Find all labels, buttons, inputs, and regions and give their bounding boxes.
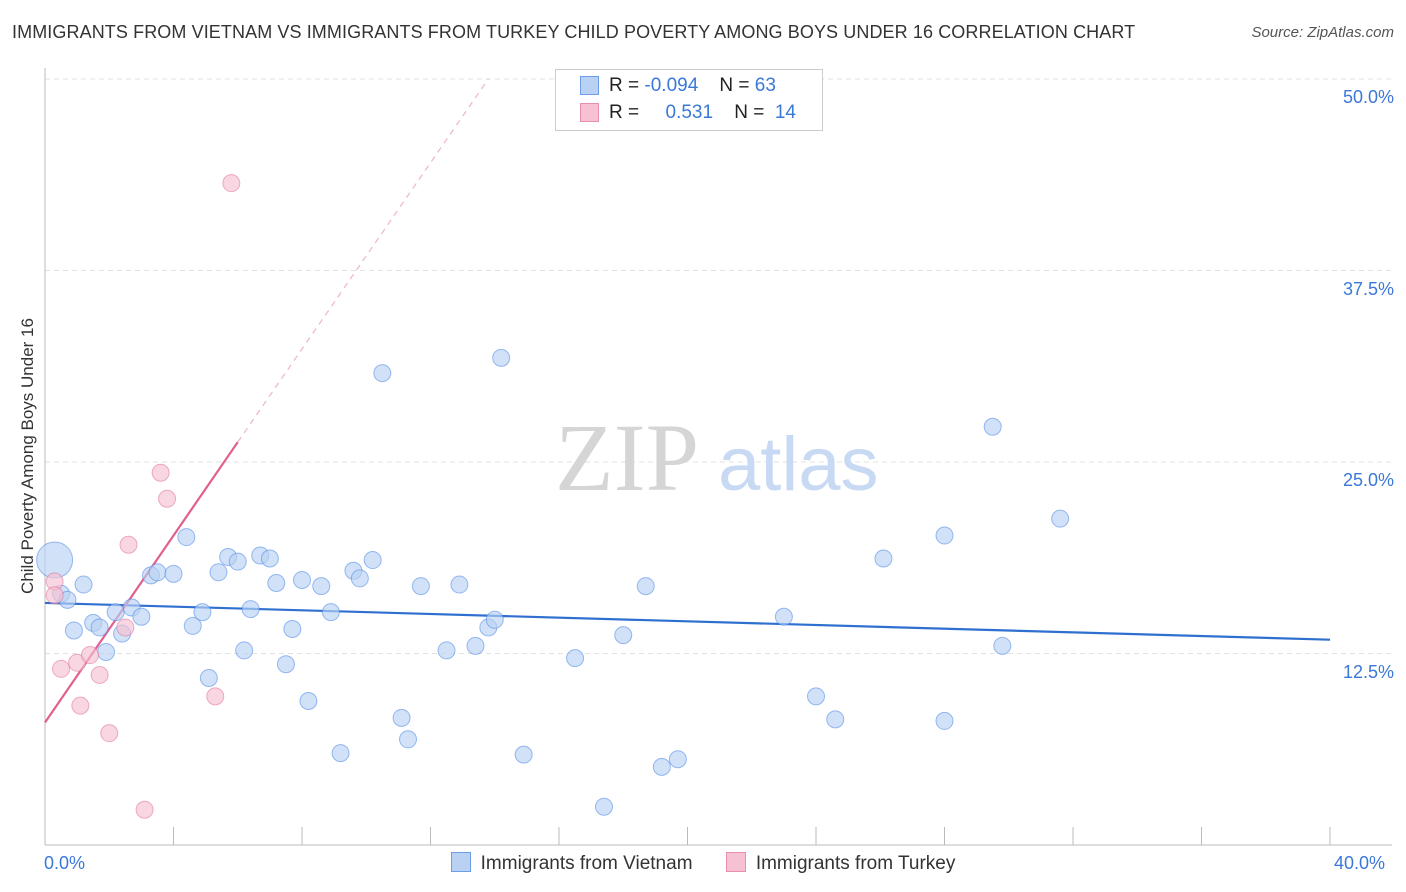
point-turkey xyxy=(71,696,90,715)
axes xyxy=(44,68,1392,846)
point-vietnam xyxy=(874,549,893,568)
point-vietnam xyxy=(64,621,83,640)
x-tick-max: 40.0% xyxy=(1334,853,1386,873)
point-vietnam xyxy=(164,564,183,583)
point-vietnam xyxy=(485,610,504,629)
point-vietnam xyxy=(363,551,382,570)
point-vietnam xyxy=(97,642,116,661)
point-turkey xyxy=(80,646,99,665)
point-turkey xyxy=(222,174,241,193)
point-vietnam xyxy=(774,607,793,626)
point-vietnam xyxy=(267,574,286,593)
x-tick-min: 0.0% xyxy=(44,853,86,873)
gridlines xyxy=(45,78,1392,654)
point-vietnam xyxy=(321,603,340,622)
point-vietnam xyxy=(148,563,167,582)
chart-source: Source: ZipAtlas.com xyxy=(1251,24,1394,41)
point-turkey xyxy=(90,665,109,684)
point-turkey xyxy=(158,489,177,508)
y-tick-label: 12.5% xyxy=(1342,661,1394,682)
point-turkey xyxy=(151,463,170,482)
watermark-zip: ZIP xyxy=(555,404,699,511)
point-vietnam xyxy=(1051,509,1070,528)
point-vietnam xyxy=(312,577,331,596)
point-vietnam xyxy=(177,528,196,547)
point-vietnam xyxy=(299,691,318,710)
legend-n-turkey: 14 xyxy=(774,102,796,123)
point-vietnam xyxy=(399,730,418,749)
point-vietnam xyxy=(826,710,845,729)
point-vietnam xyxy=(492,348,511,367)
point-turkey xyxy=(135,800,154,819)
point-vietnam xyxy=(983,417,1002,436)
point-vietnam xyxy=(241,600,260,619)
point-vietnam xyxy=(993,636,1012,655)
point-vietnam xyxy=(193,603,212,622)
point-vietnam xyxy=(373,364,392,383)
series-legend: Immigrants from Vietnam Immigrants from … xyxy=(0,852,1406,875)
trend-lines xyxy=(44,78,1331,724)
point-vietnam xyxy=(614,626,633,645)
point-vietnam xyxy=(183,616,202,635)
point-vietnam xyxy=(293,570,311,589)
point-vietnam xyxy=(350,569,369,588)
legend-row-turkey: R = 0.531 N = 14 xyxy=(580,102,796,128)
point-vietnam xyxy=(283,619,302,638)
point-turkey xyxy=(119,535,138,554)
point-turkey xyxy=(206,687,225,706)
y-tick-label: 25.0% xyxy=(1342,470,1394,490)
point-vietnam xyxy=(74,575,93,594)
point-vietnam xyxy=(935,711,954,730)
chart-title: IMMIGRANTS FROM VIETNAM VS IMMIGRANTS FR… xyxy=(12,22,1136,42)
point-vietnam xyxy=(807,687,825,706)
legend-item-turkey[interactable]: Immigrants from Turkey xyxy=(725,852,955,875)
point-vietnam xyxy=(106,603,125,622)
point-vietnam xyxy=(199,669,218,688)
point-vietnam xyxy=(276,655,295,674)
legend-swatch-vietnam xyxy=(580,76,599,96)
point-vietnam xyxy=(411,577,430,596)
point-turkey xyxy=(45,586,64,605)
point-vietnam xyxy=(566,649,585,668)
point-turkey xyxy=(52,659,71,678)
point-vietnam xyxy=(260,549,279,568)
trend-line-turkey xyxy=(44,441,239,724)
correlation-legend: R = -0.094 N = 63 R = 0.531 N = 14 xyxy=(555,69,823,131)
point-vietnam xyxy=(466,636,485,655)
point-vietnam xyxy=(437,641,456,660)
point-turkey xyxy=(100,724,119,743)
legend-row-vietnam: R = -0.094 N = 63 xyxy=(580,75,776,101)
point-vietnam xyxy=(209,563,228,582)
point-vietnam xyxy=(132,607,151,626)
point-vietnam xyxy=(636,577,655,596)
point-vietnam xyxy=(450,575,469,594)
point-vietnam xyxy=(514,745,533,764)
y-tick-label: 37.5% xyxy=(1342,278,1394,299)
point-vietnam xyxy=(652,757,671,776)
data-points xyxy=(36,174,1070,819)
legend-r-vietnam: -0.094 xyxy=(644,75,699,96)
point-vietnam xyxy=(668,750,687,769)
point-vietnam xyxy=(935,526,954,545)
legend-swatch-vietnam-bottom xyxy=(450,852,471,872)
point-vietnam xyxy=(228,552,247,571)
legend-swatch-turkey-bottom xyxy=(725,852,746,872)
point-vietnam xyxy=(235,641,254,660)
legend-n-vietnam: 63 xyxy=(754,75,776,96)
legend-r-turkey: 0.531 xyxy=(665,102,714,123)
point-vietnam xyxy=(594,797,613,816)
point-turkey xyxy=(116,618,135,637)
point-vietnam xyxy=(331,744,350,763)
point-vietnam xyxy=(392,708,411,727)
watermark-atlas: atlas xyxy=(718,422,879,507)
trend-line-turkey-extension xyxy=(237,78,489,443)
point-vietnam xyxy=(90,618,109,637)
legend-swatch-turkey xyxy=(580,103,599,123)
trend-line-vietnam xyxy=(44,601,1331,641)
y-tick-label: 50.0% xyxy=(1342,87,1394,107)
legend-item-vietnam[interactable]: Immigrants from Vietnam xyxy=(450,852,693,875)
